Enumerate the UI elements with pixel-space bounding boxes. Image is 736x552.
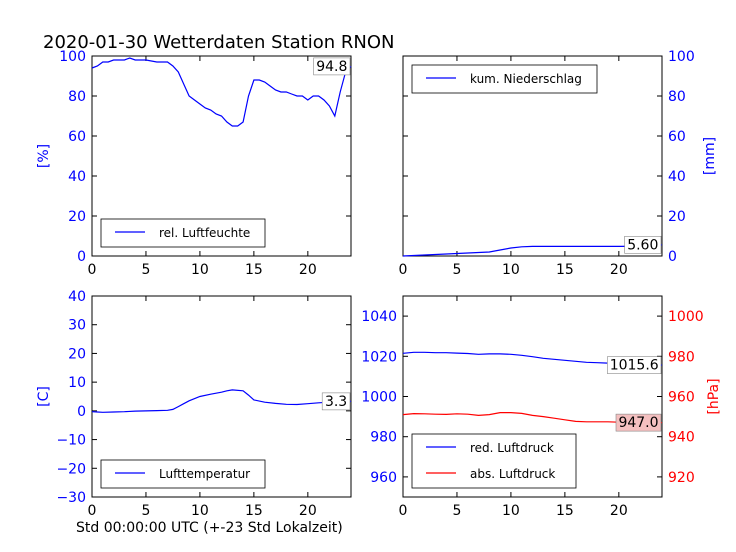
y-tick-label: 20 [68,209,86,225]
panel-1: 0 5 10 15 20 0 20 40 60 80 100 [%] rel. Luftfeuchte 9… [36,49,352,278]
y-tick-label: −20 [56,461,86,477]
legend-box [100,218,266,248]
last-value-2-box [615,413,662,432]
x-tick-label: 20 [610,503,628,519]
legend-box [411,64,598,94]
y-tick-label: 100 [59,49,86,65]
last-value-box [624,236,662,254]
legend-label: red. Luftdruck [470,441,554,455]
y-tick-label: 60 [668,129,686,145]
last-value-box [313,57,351,76]
legend-box [411,433,577,489]
series-line-1 [91,389,352,413]
last-value-1: 1015.6 [610,358,659,374]
x-tick-label: 0 [399,503,408,519]
panel-3: 0 5 10 15 20 −30 −20 −10 0 10 20 30 40 [C] Lufttempera… [36,289,352,519]
x-tick-label: 0 [399,262,408,278]
y-tick-label: 10 [68,375,86,391]
x-tick-label: 20 [299,503,317,519]
y-tick-label: 100 [668,49,695,65]
y2-axis-label: [hPa] [706,378,722,414]
y-tick-label: 30 [68,318,86,334]
y-tick-label: 0 [668,249,677,265]
y2-tick-label: 980 [668,349,695,365]
x-tick-label: 10 [191,503,209,519]
y-tick-label: 40 [68,289,86,305]
legend-label: Lufttemperatur [159,467,250,481]
x-tick-label: 0 [88,503,97,519]
series-line-1 [91,57,352,127]
y-axis-label: [%] [36,144,52,168]
last-value: 94.8 [316,59,347,75]
y-tick-label: 20 [668,209,686,225]
series-line-1 [402,244,663,257]
y-tick-label: 40 [68,169,86,185]
y-tick-label: 60 [68,129,86,145]
x-tick-label: 10 [502,262,520,278]
last-value-1-box [607,356,662,374]
legend-label: rel. Luftfeuchte [159,226,250,240]
chart-title: 2020-01-30 Wetterdaten Station RNON [43,32,394,53]
y-tick-label: 1020 [361,349,397,365]
plot-frame [91,295,352,498]
x-tick-label: 20 [299,262,317,278]
y-tick-label: 40 [668,169,686,185]
y2-tick-label: 920 [668,470,695,486]
legend-label: abs. Luftdruck [470,467,555,481]
x-tick-label: 5 [141,503,150,519]
x-tick-label: 10 [191,262,209,278]
panel-2: 0 5 10 15 20 0 20 40 60 80 100 [mm] kum. Niederschla… [399,49,718,278]
plot-frame [402,55,663,257]
y-tick-label: 960 [370,470,397,486]
y-tick-label: 980 [370,430,397,446]
x-tick-label: 15 [556,503,574,519]
y-tick-label: 20 [68,346,86,362]
legend: Lufttemperatur [100,459,266,489]
y-tick-label: −30 [56,490,86,506]
last-value-2: 947.0 [618,415,658,431]
legend: rel. Luftfeuchte [100,218,266,248]
x-tick-label: 15 [556,262,574,278]
y-axis-label: [mm] [702,137,718,175]
last-value-box [321,392,351,411]
x-tick-label: 5 [452,262,461,278]
y2-tick-label: 960 [668,390,695,406]
y2-tick-label: 1000 [668,309,704,325]
y-tick-label: 1040 [361,309,397,325]
panel-4: 0 5 10 15 20 960 980 1000 1020 1040 920 940 960 980 10… [361,295,722,519]
plot-frame [91,55,352,257]
y-tick-label: −10 [56,433,86,449]
y-tick-label: 80 [668,89,686,105]
y-axis-label: [C] [36,386,52,407]
x-tick-label: 20 [610,262,628,278]
y-tick-label: 0 [77,404,86,420]
x-axis-label: Std 00:00:00 UTC (+-23 Std Lokalzeit) [76,520,343,536]
x-tick-label: 10 [502,503,520,519]
x-tick-label: 5 [452,503,461,519]
legend-box [100,459,266,489]
last-value: 5.60 [627,237,658,253]
x-tick-label: 5 [141,262,150,278]
last-value: 3.3 [325,394,347,410]
x-tick-label: 15 [245,262,263,278]
y2-tick-label: 940 [668,430,695,446]
legend: kum. Niederschlag [411,64,598,94]
legend: red. Luftdruck abs. Luftdruck [411,433,577,489]
x-tick-label: 15 [245,503,263,519]
y-tick-label: 1000 [361,390,397,406]
y-tick-label: 80 [68,89,86,105]
x-tick-label: 0 [88,262,97,278]
legend-label: kum. Niederschlag [470,72,582,86]
y-tick-label: 0 [77,249,86,265]
